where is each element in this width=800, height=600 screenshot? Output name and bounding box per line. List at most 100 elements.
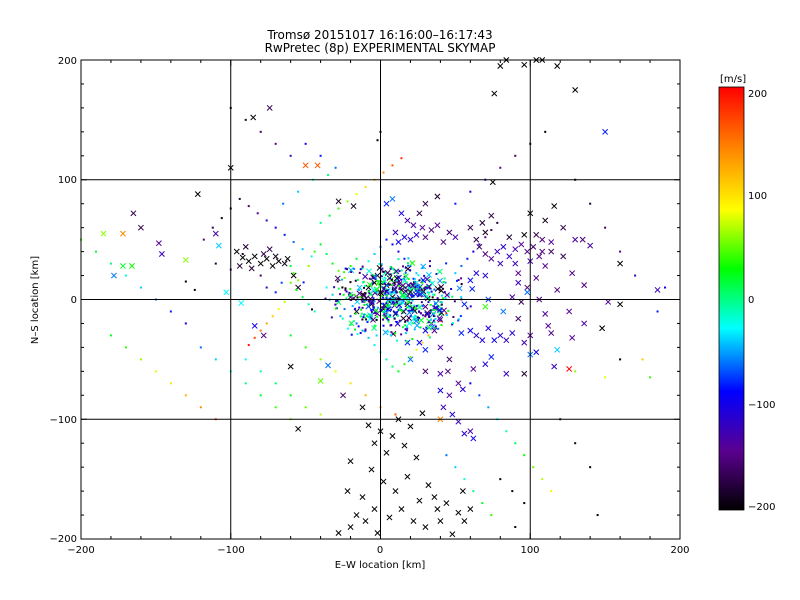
scatter-point-dot [634,274,637,277]
scatter-point-dot [367,300,370,303]
scatter-point-dot [490,514,493,517]
scatter-point-dot [407,286,410,289]
scatter-point-dot [410,305,413,308]
scatter-point-x [392,268,399,275]
scatter-point-dot [457,319,460,322]
scatter-point-x [444,368,451,375]
scatter-point-dot [274,226,277,229]
scatter-point-dot [455,279,458,282]
colorbar-tick-label: 200 [748,89,767,100]
scatter-point-dot [404,303,407,306]
scatter-point-dot [398,319,401,322]
scatter-point-x [524,248,531,255]
scatter-point-dot [386,301,389,304]
scatter-point-dot [328,214,331,217]
scatter-point-x [365,303,372,310]
scatter-point-x [554,63,561,69]
scatter-point-x [281,260,288,267]
scatter-point-dot [403,257,406,260]
scatter-point-dot [297,279,300,282]
scatter-point-dot [451,323,454,326]
scatter-point-x [391,286,398,293]
scatter-point-dot [429,280,432,283]
scatter-point-dot [386,294,389,297]
scatter-point-x [393,268,400,275]
scatter-point-dot [364,329,367,332]
scatter-point-dot [211,226,214,229]
scatter-point-x [348,267,355,274]
scatter-point-dot [395,300,398,303]
scatter-point-x [470,366,477,372]
scatter-point-dot [339,293,342,296]
scatter-point-dot [334,307,337,310]
scatter-point-dot [407,264,410,267]
x-axis-label: E–W location [km] [335,560,426,571]
scatter-point-dot [372,274,375,277]
scatter-point-x [440,404,447,411]
scatter-point-x [436,307,443,313]
scatter-point-dot [368,315,371,318]
scatter-point-x [419,410,426,417]
scatter-point-dot [425,286,428,289]
scatter-point-dot [414,314,417,317]
scatter-point-dot [398,287,401,290]
scatter-point-dot [443,277,446,280]
scatter-point-dot [443,291,446,294]
scatter-point-dot [358,288,361,291]
scatter-point-dot [574,370,577,373]
scatter-point-dot [445,312,448,315]
scatter-point-dot [395,320,398,323]
scatter-point-dot [408,287,411,290]
scatter-point-dot [604,226,607,229]
scatter-point-x [428,227,435,233]
scatter-point-dot [433,321,436,324]
scatter-point-dot [351,304,354,307]
scatter-point-dot [355,322,358,325]
scatter-point-x [461,301,468,308]
scatter-point-dot [393,281,396,284]
scatter-point-dot [313,250,316,253]
scatter-point-dot [427,321,430,324]
scatter-point-x [524,289,531,296]
scatter-point-dot [342,293,345,296]
scatter-point-x [416,339,423,346]
scatter-point-dot [466,307,469,310]
scatter-point-x [119,230,126,237]
scatter-point-dot [405,340,408,343]
scatter-point-dot [413,277,416,280]
scatter-point-x [374,530,381,536]
scatter-point-dot [404,328,407,331]
scatter-point-dot [431,296,434,299]
scatter-point-dot [331,262,334,265]
scatter-point-dot [354,279,357,282]
colorbar-tick-label: 100 [748,191,767,202]
scatter-point-dot [383,287,386,290]
scatter-point-dot [459,315,462,318]
scatter-point-dot [523,454,526,457]
scatter-point-dot [356,333,359,336]
scatter-point-dot [374,311,377,314]
scatter-point-dot [423,274,426,277]
scatter-point-dot [383,276,386,279]
scatter-point-dot [440,324,443,327]
scatter-point-x [366,268,372,275]
scatter-point-x [506,234,513,241]
scatter-point-dot [421,314,424,317]
scatter-point-dot [381,286,384,289]
scatter-point-dot [385,358,388,361]
y-tick-label: 100 [58,175,77,186]
scatter-point-dot [380,308,383,311]
scatter-point-dot [406,319,409,322]
scatter-point-dot [238,197,241,200]
scatter-point-x [530,243,537,250]
scatter-point-x [473,270,480,277]
scatter-point-dot [382,318,385,321]
scatter-point-dot [395,303,398,306]
scatter-point-dot [348,291,351,294]
scatter-point-dot [428,287,431,290]
scatter-point-dot [442,297,445,300]
scatter-point-dot [424,286,427,289]
scatter-point-dot [283,233,286,236]
scatter-point-dot [384,308,387,311]
